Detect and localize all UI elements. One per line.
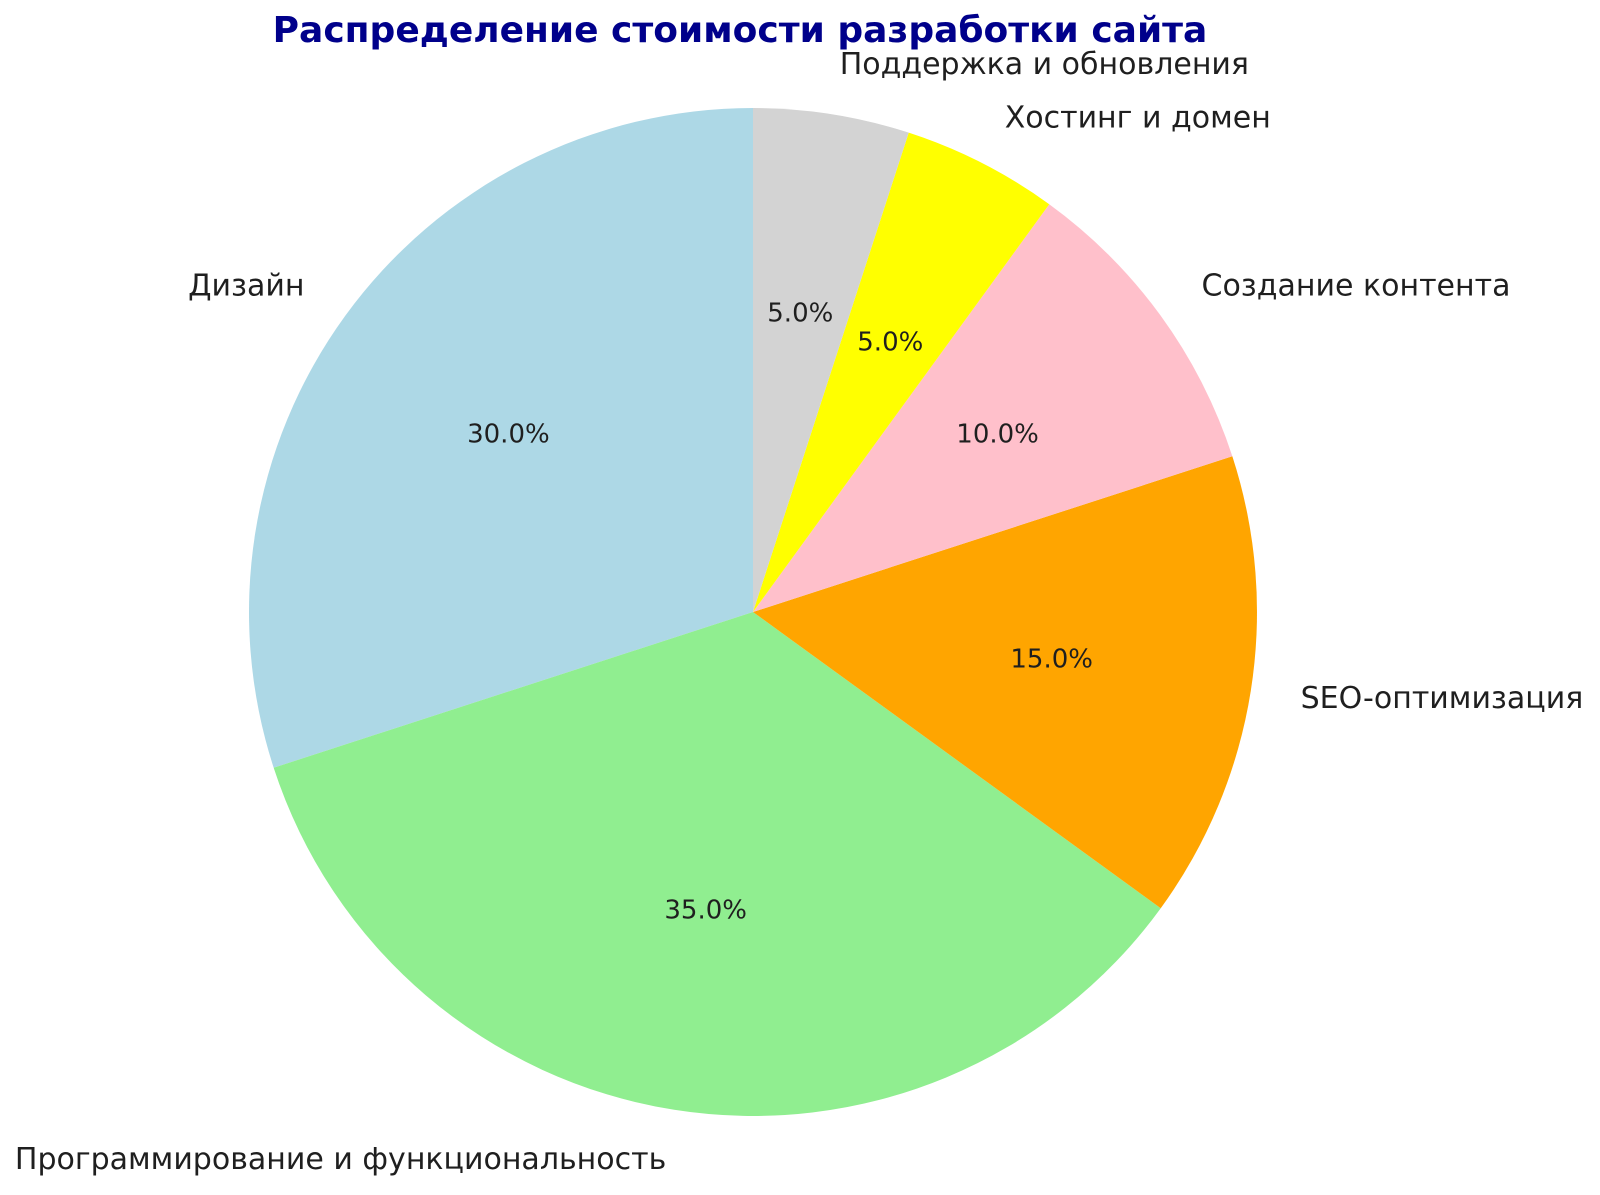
pie-wedge-3	[753, 204, 1233, 612]
percent-label-0: 30.0%	[467, 419, 550, 449]
slice-label-0: Дизайн	[188, 269, 304, 304]
percent-label-5: 5.0%	[767, 298, 833, 328]
chart-title: Распределение стоимости разработки сайта	[272, 10, 1208, 51]
pie-wedge-0	[249, 108, 753, 768]
slice-label-5: Поддержка и обновления	[840, 47, 1249, 82]
slice-label-1: Программирование и функциональность	[15, 1142, 666, 1177]
pie-wedge-2	[753, 456, 1257, 909]
percent-label-4: 5.0%	[857, 328, 923, 358]
slice-label-4: Хостинг и домен	[1005, 101, 1271, 136]
pie-wedge-5	[753, 108, 909, 612]
slice-label-2: SEO-оптимизация	[1301, 681, 1584, 716]
pie-wedge-1	[273, 612, 1161, 1116]
percent-label-1: 35.0%	[664, 896, 747, 926]
pie-wedge-4	[753, 132, 1050, 613]
percent-label-2: 15.0%	[1010, 644, 1093, 674]
percent-label-3: 10.0%	[956, 419, 1039, 449]
slice-label-3: Создание контента	[1202, 269, 1511, 304]
